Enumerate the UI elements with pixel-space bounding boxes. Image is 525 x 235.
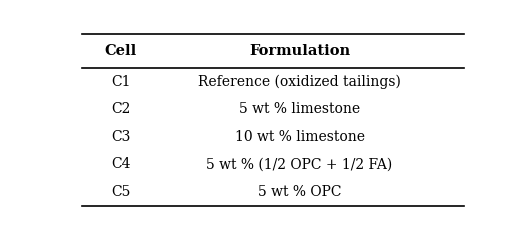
Text: 10 wt % limestone: 10 wt % limestone: [235, 130, 364, 144]
Text: C1: C1: [111, 75, 130, 89]
Text: 5 wt % limestone: 5 wt % limestone: [239, 102, 360, 116]
Text: C4: C4: [111, 157, 130, 171]
Text: Cell: Cell: [104, 44, 136, 58]
Text: 5 wt % (1/2 OPC + 1/2 FA): 5 wt % (1/2 OPC + 1/2 FA): [206, 157, 393, 171]
Text: Formulation: Formulation: [249, 44, 350, 58]
Text: C2: C2: [111, 102, 130, 116]
Text: C5: C5: [111, 185, 130, 199]
Text: Reference (oxidized tailings): Reference (oxidized tailings): [198, 74, 401, 89]
Text: C3: C3: [111, 130, 130, 144]
Text: 5 wt % OPC: 5 wt % OPC: [258, 185, 341, 199]
